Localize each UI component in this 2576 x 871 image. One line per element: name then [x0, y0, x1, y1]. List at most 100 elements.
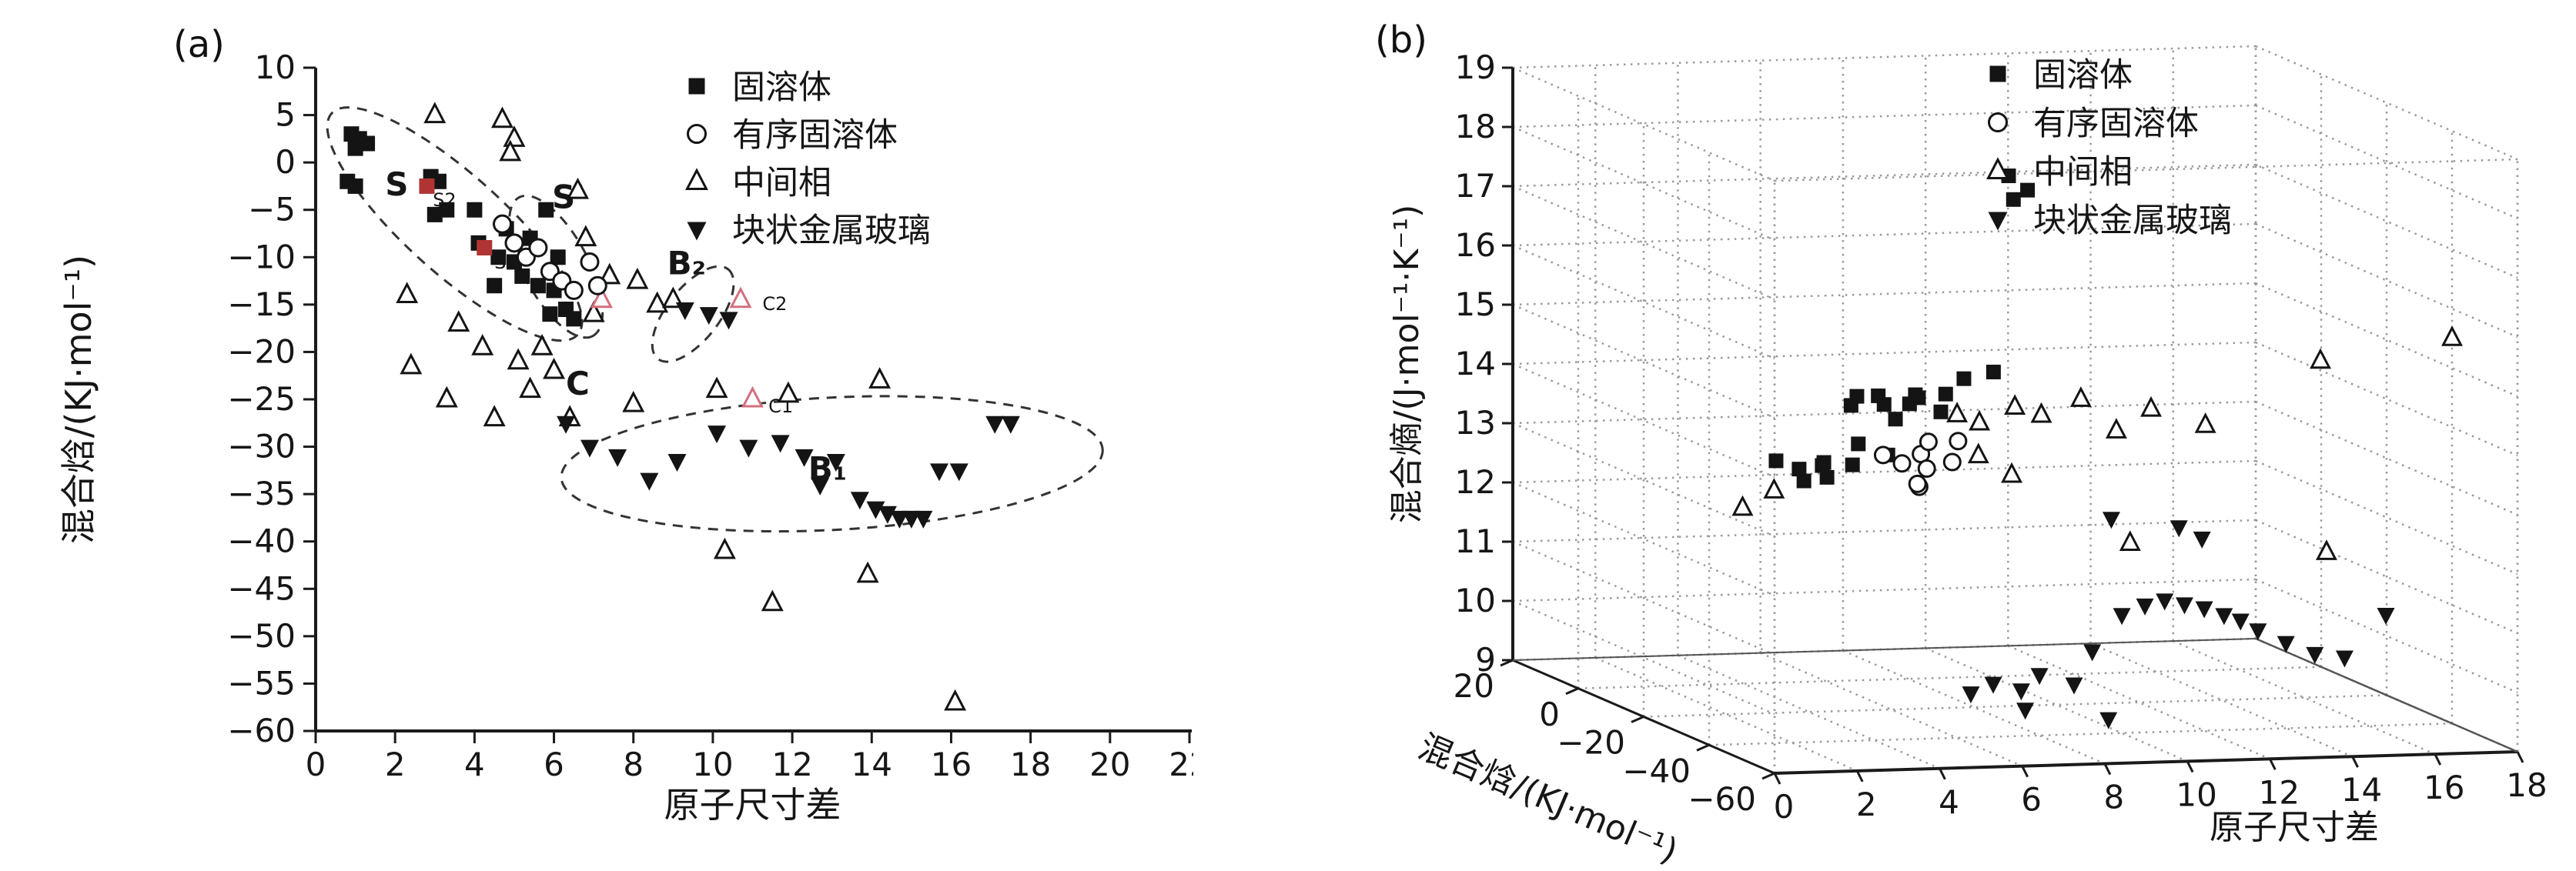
point-filled-down-triangle [2156, 593, 2174, 611]
point-open-triangle [1967, 442, 1989, 464]
point-filled-down-triangle [795, 449, 814, 467]
annotation-label: C2 [762, 293, 787, 315]
point-filled-square [467, 202, 483, 218]
point-filled-down-triangle [2215, 608, 2233, 626]
region-ellipse-B1 [560, 395, 1104, 533]
point-filled-down-triangle [2231, 613, 2250, 631]
point-open-triangle [400, 352, 423, 375]
point-open-triangle [761, 589, 784, 612]
point-filled-down-triangle [811, 477, 830, 496]
point-filled-square [487, 278, 503, 294]
point-open-triangle [471, 334, 494, 355]
point-filled-square [1849, 389, 1865, 404]
y-tick [1565, 687, 1579, 696]
x-tick [2186, 760, 2194, 773]
point-filled-square [2020, 182, 2036, 198]
point-filled-square [347, 140, 363, 156]
z-tick-label: 16 [1455, 226, 1496, 264]
point-open-circle [1908, 474, 1927, 493]
point-filled-square [1956, 371, 1972, 386]
point-filled-square [1933, 404, 1949, 419]
point-open-triangle [1946, 402, 1969, 422]
point-filled-down-triangle [914, 510, 933, 529]
point-filled-down-triangle [1962, 686, 1980, 704]
y-tick-label: 20 [1454, 667, 1494, 705]
point-open-circle [1892, 454, 1912, 473]
point-open-triangle [2140, 395, 2163, 417]
point-open-triangle [543, 357, 566, 379]
point-open-triangle [661, 286, 684, 309]
x-tick [2268, 758, 2277, 771]
x-tick [2434, 753, 2442, 766]
axes: 0 2 4 6 8 10 12 14 16 18 20 22 10 5 0 −5 −10 −15 −20 −25 −30… [58, 48, 1193, 826]
point-filled-down-triangle [2170, 520, 2188, 538]
point-filled-down-triangle [2012, 683, 2030, 701]
x-tick [2103, 763, 2112, 776]
point-filled-square [538, 202, 554, 218]
point-open-triangle [777, 381, 800, 403]
point-filled-square [550, 249, 566, 265]
point-open-triangle [2441, 325, 2463, 346]
floor-edge-right [2255, 637, 2518, 753]
y-tick-label: −45 [227, 569, 296, 607]
point-filled-down-triangle [949, 463, 969, 482]
y-axis-title: 混合焓/(KJ·mol⁻¹) [58, 255, 99, 544]
y-tick-label: −25 [227, 380, 296, 418]
point-open-circle [1988, 112, 2008, 132]
point-filled-square [347, 178, 363, 194]
point-filled-down-triangle [1984, 676, 2002, 694]
point-open-circle [687, 124, 707, 144]
y-tick-label: 5 [275, 96, 296, 134]
y-tick-label: −35 [227, 475, 296, 512]
point-filled-down-triangle [2099, 712, 2118, 729]
point-filled-square [1819, 469, 1835, 485]
z-tick-label: 12 [1455, 463, 1496, 501]
point-filled-down-triangle [675, 302, 694, 321]
point-filled-square [360, 135, 376, 152]
x-tick-label: 6 [544, 746, 564, 783]
x-tick-label: 0 [1774, 788, 1795, 826]
point-open-triangle [2315, 539, 2337, 560]
z-axis-title: 混合熵/(J·mol⁻¹·K⁻¹) [1387, 205, 1427, 524]
point-filled-square [514, 268, 530, 284]
point-open-triangle [1763, 478, 1785, 499]
point-filled-square [477, 239, 493, 255]
point-filled-down-triangle [866, 501, 885, 519]
y-tick [1500, 659, 1514, 667]
x-tick [1773, 773, 1781, 785]
point-open-triangle [483, 405, 506, 427]
point-filled-down-triangle [2377, 608, 2395, 626]
point-open-triangle [868, 367, 892, 389]
x-tick-label: 14 [851, 746, 892, 783]
x-axis-title: 原子尺寸差 [664, 784, 841, 826]
point-filled-down-triangle [771, 435, 790, 453]
point-open-triangle [646, 291, 669, 313]
point-filled-square [1989, 65, 2006, 82]
point-open-triangle [2310, 348, 2332, 369]
point-open-triangle [519, 376, 542, 399]
legend-label: 块状金属玻璃 [2033, 202, 2232, 240]
y-tick-label: −10 [227, 238, 296, 275]
y-tick [1696, 743, 1710, 752]
point-open-triangle [598, 262, 621, 285]
point-open-triangle [567, 177, 589, 199]
x-tick-label: 18 [1010, 746, 1051, 783]
x-tick-label: 20 [1089, 746, 1130, 783]
point-filled-down-triangle [2195, 601, 2213, 619]
point-filled-down-triangle [2030, 668, 2049, 686]
x-tick-label: 2 [1856, 786, 1877, 823]
point-open-triangle [1731, 495, 1754, 516]
point-filled-square [1888, 412, 1903, 427]
point-open-triangle [396, 282, 419, 304]
point-filled-down-triangle [2306, 646, 2324, 664]
x-axis [1774, 750, 2518, 775]
point-filled-square [1796, 473, 1812, 489]
point-filled-down-triangle [719, 312, 738, 330]
point-filled-down-triangle [687, 222, 707, 241]
point-filled-down-triangle [878, 506, 897, 524]
point-filled-down-triangle [826, 454, 845, 472]
point-filled-square [688, 78, 705, 95]
point-open-circle [580, 252, 600, 272]
point-filled-square [1845, 457, 1860, 472]
point-open-circle [504, 233, 524, 253]
